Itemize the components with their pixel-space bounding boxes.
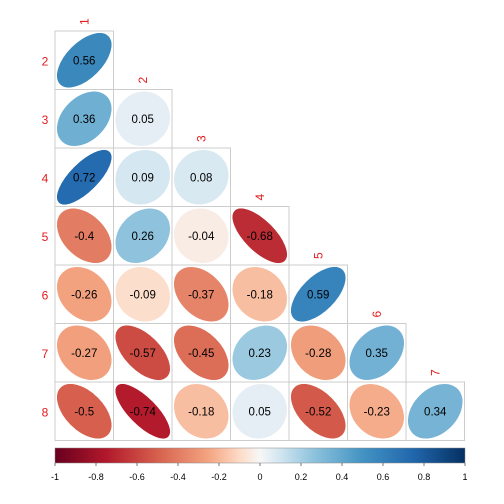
correlation-value-label: 0.36: [73, 114, 95, 126]
correlation-ellipse: [115, 383, 171, 439]
correlation-value-label: -0.18: [188, 406, 214, 418]
colorbar: -1 -0.8 -0.6 -0.4 -0.2 0 0.2 0.4 0.6 0.8 1: [51, 447, 468, 482]
colorbar-tick-label: 0.2: [295, 472, 308, 482]
colorbar-tick-label: 0.6: [377, 472, 390, 482]
column-label: 6: [370, 311, 384, 318]
correlation-value-label: -0.37: [188, 289, 214, 301]
correlation-value-label: -0.57: [130, 348, 156, 360]
correlation-value-label: 0.05: [132, 114, 154, 126]
correlation-ellipse: [56, 149, 112, 205]
correlation-value-label: 0.72: [73, 172, 95, 184]
correlation-ellipse: [173, 266, 229, 322]
colorbar-tick-label: -0.6: [129, 472, 145, 482]
colorbar-tick-label: -0.4: [170, 472, 186, 482]
row-label: 5: [42, 230, 49, 244]
matrix-cells: 0.56 0.36 0.05 0.72 0.09 0.08 -0.4 0.26 -0.04 -0.…: [54, 30, 465, 441]
correlation-ellipse: [232, 266, 288, 322]
correlation-value-label: 0.59: [307, 289, 329, 301]
correlation-value-label: 0.34: [424, 406, 447, 418]
colorbar-tick-label: 0: [257, 472, 262, 482]
correlation-value-label: 0.26: [132, 231, 154, 243]
correlation-ellipse: [349, 325, 405, 381]
correlation-ellipse: [173, 149, 229, 205]
row-label: 8: [42, 405, 49, 419]
correlation-value-label: 0.08: [190, 172, 212, 184]
correlation-ellipse: [290, 325, 346, 381]
column-label: 5: [311, 252, 325, 259]
correlation-value-label: -0.74: [130, 406, 157, 418]
correlation-ellipse: [115, 208, 171, 264]
correlation-ellipse: [56, 91, 112, 147]
correlation-ellipse: [407, 383, 463, 439]
correlation-ellipse: [56, 266, 112, 322]
row-labels: 2 3 4 5 6 7 8: [42, 54, 49, 419]
colorbar-tick-label: 0.8: [418, 472, 431, 482]
correlation-value-label: -0.28: [305, 348, 331, 360]
row-label: 7: [42, 347, 49, 361]
correlation-value-label: 0.56: [73, 55, 95, 67]
correlation-ellipse: [290, 266, 346, 322]
correlation-value-label: -0.09: [130, 289, 156, 301]
correlation-value-label: -0.27: [71, 348, 97, 360]
correlation-ellipse: [56, 32, 112, 88]
correlation-value-label: -0.52: [305, 406, 331, 418]
correlation-value-label: -0.68: [247, 231, 273, 243]
correlation-ellipse: [232, 208, 288, 264]
correlation-ellipse: [115, 91, 171, 147]
correlation-value-label: 0.35: [366, 348, 388, 360]
correlation-value-label: 0.05: [249, 406, 271, 418]
correlation-ellipse: [173, 325, 229, 381]
correlation-value-label: -0.18: [247, 289, 273, 301]
correlation-ellipse: [115, 149, 171, 205]
row-label: 4: [42, 171, 49, 185]
row-label: 6: [42, 288, 49, 302]
correlation-ellipse: [232, 325, 288, 381]
correlation-ellipse: [56, 325, 112, 381]
correlation-ellipse: [56, 383, 112, 439]
colorbar-tick-label: -0.2: [211, 472, 227, 482]
correlation-ellipse: [349, 383, 405, 439]
correlation-ellipse: [56, 208, 112, 264]
correlation-value-label: -0.23: [364, 406, 390, 418]
correlation-value-label: -0.5: [74, 406, 94, 418]
row-label: 2: [42, 54, 49, 68]
column-label: 4: [253, 194, 267, 201]
column-label: 1: [77, 18, 91, 25]
colorbar-tick-label: -0.8: [88, 472, 104, 482]
correlation-value-label: -0.4: [74, 231, 94, 243]
colorbar-tick-label: 0.4: [336, 472, 349, 482]
column-label: 2: [136, 77, 150, 84]
correlation-value-label: -0.45: [188, 348, 214, 360]
column-label: 7: [428, 369, 442, 376]
colorbar-gradient: [54, 447, 466, 464]
row-label: 3: [42, 113, 49, 127]
correlation-ellipse: [173, 383, 229, 439]
correlation-value-label: 0.23: [249, 348, 271, 360]
correlation-ellipse: [232, 383, 288, 439]
column-label: 3: [194, 135, 208, 142]
correlation-value-label: -0.26: [71, 289, 97, 301]
column-labels: 1 2 3 4 5 6 7: [77, 18, 442, 376]
correlation-value-label: 0.09: [132, 172, 154, 184]
correlation-ellipse: [173, 208, 229, 264]
correlation-value-label: -0.04: [188, 231, 215, 243]
correlation-ellipse: [115, 266, 171, 322]
colorbar-tick-label: -1: [51, 472, 59, 482]
correlation-ellipse: [115, 325, 171, 381]
correlation-ellipse: [290, 383, 346, 439]
colorbar-tick-label: 1: [462, 472, 467, 482]
